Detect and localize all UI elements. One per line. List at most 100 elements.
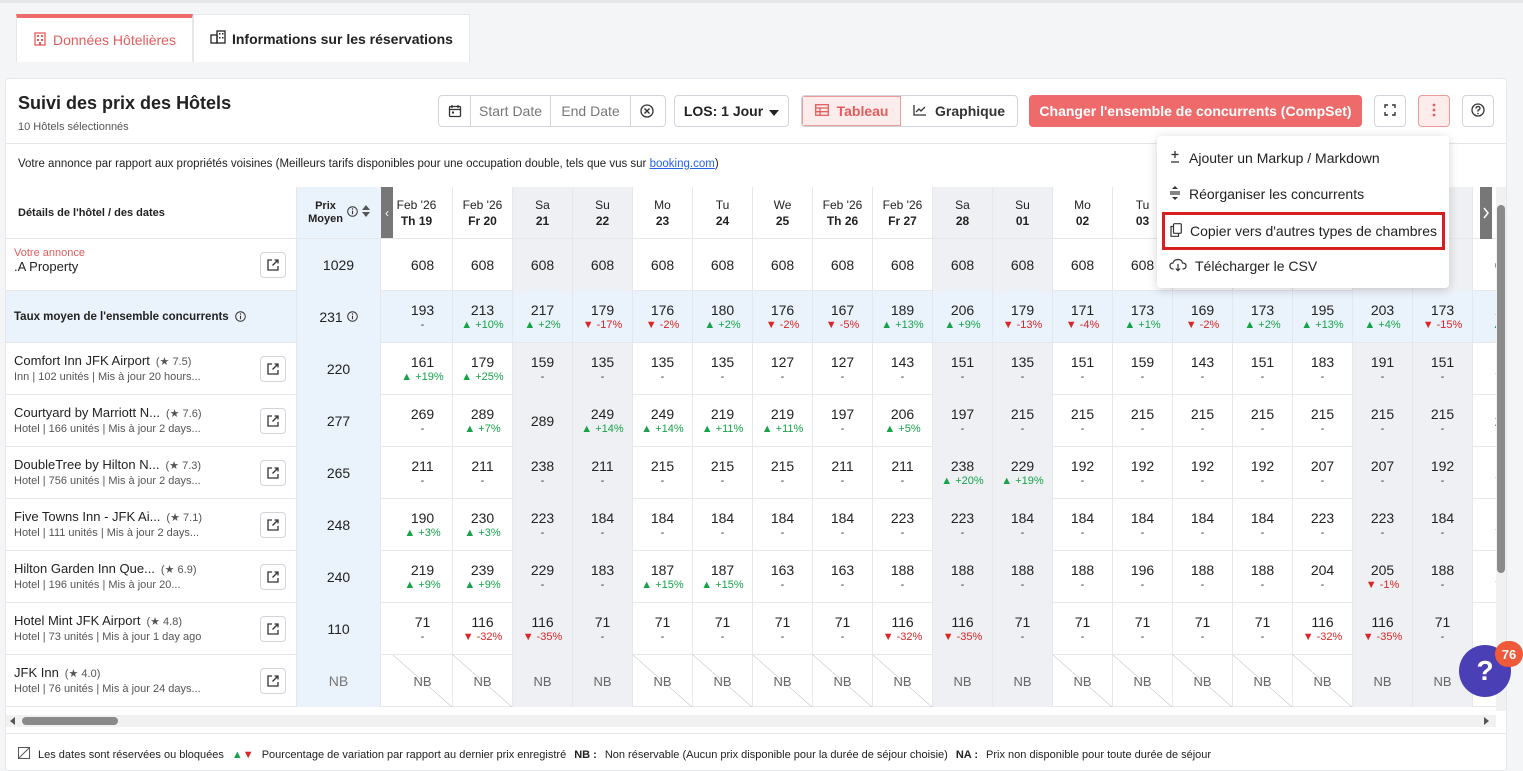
more-options-button[interactable] [1418,95,1450,127]
price-cell[interactable]: 215- [1353,395,1413,447]
horizontal-scrollbar[interactable] [6,715,1496,727]
price-cell[interactable]: 179 ▲ +25% [453,343,513,395]
external-link-icon[interactable] [260,668,286,694]
price-cell[interactable]: 608 [573,239,633,291]
price-cell[interactable]: 184- [813,499,873,551]
price-cell[interactable]: NB [573,655,633,707]
price-cell[interactable]: 184- [993,499,1053,551]
price-cell[interactable]: NB [453,655,513,707]
price-cell[interactable]: 184- [1113,499,1173,551]
price-cell[interactable]: 71- [993,603,1053,655]
price-cell[interactable]: 183- [573,551,633,603]
price-cell[interactable]: NB [1293,655,1353,707]
tab-hotel-data[interactable]: Données Hôtelières [16,14,193,62]
price-cell[interactable]: 184- [1413,499,1473,551]
avg-price-header[interactable]: Prix Moyen [297,187,381,239]
price-cell[interactable]: 193- [393,291,453,343]
price-cell[interactable]: 608 [453,239,513,291]
price-cell[interactable]: 219 ▲ +9% [393,551,453,603]
price-cell[interactable]: NB [813,655,873,707]
price-cell[interactable]: 116 ▼ -35% [513,603,573,655]
hotel-name[interactable]: DoubleTree by Hilton N... [14,457,160,472]
price-cell[interactable]: 249 ▲ +14% [633,395,693,447]
external-link-icon[interactable] [260,460,286,486]
price-cell[interactable]: 135- [573,343,633,395]
price-cell[interactable]: 608 [873,239,933,291]
calendar-icon[interactable] [439,96,471,126]
price-cell[interactable]: 188- [1413,551,1473,603]
price-cell[interactable]: 71- [813,603,873,655]
external-link-icon[interactable] [260,564,286,590]
price-cell[interactable]: 215- [1413,395,1473,447]
horizontal-scroll-thumb[interactable] [22,717,118,725]
price-cell[interactable]: 192- [1113,447,1173,499]
price-cell[interactable]: 135- [633,343,693,395]
price-cell[interactable]: 608 [933,239,993,291]
price-cell[interactable]: 608 [693,239,753,291]
price-cell[interactable]: 169 ▼ -2% [1173,291,1233,343]
price-cell[interactable]: 223- [873,499,933,551]
price-cell[interactable]: 289 [513,395,573,447]
price-cell[interactable]: 608 [393,239,453,291]
chart-view-button[interactable]: Graphique [901,96,1017,126]
tab-reservations[interactable]: Informations sur les réservations [192,14,470,62]
price-cell[interactable]: 211- [573,447,633,499]
external-link-icon[interactable] [260,616,286,642]
price-cell[interactable]: 207- [1353,447,1413,499]
external-link-icon[interactable] [260,512,286,538]
price-cell[interactable]: 163- [813,551,873,603]
price-cell[interactable]: 184- [1233,499,1293,551]
menu-item-reorder[interactable]: Réorganiser les concurrents [1167,177,1441,211]
price-cell[interactable]: 188- [933,551,993,603]
price-cell[interactable]: NB [393,655,453,707]
price-cell[interactable]: 223- [933,499,993,551]
price-cell[interactable]: 206 ▲ +5% [873,395,933,447]
price-cell[interactable]: 219 ▲ +11% [753,395,813,447]
price-cell[interactable]: NB [753,655,813,707]
price-cell[interactable]: 127- [753,343,813,395]
price-cell[interactable]: NB [1053,655,1113,707]
price-cell[interactable]: 211- [453,447,513,499]
price-cell[interactable]: 71- [633,603,693,655]
price-cell[interactable]: 213 ▲ +10% [453,291,513,343]
menu-item-copy-room-types[interactable]: Copier vers d'autres types de chambres [1162,212,1445,250]
vertical-scroll-thumb[interactable] [1497,205,1505,573]
price-cell[interactable]: 203 ▲ +4% [1353,291,1413,343]
price-cell[interactable]: 173 ▲ +2% [1233,291,1293,343]
scroll-right-arrow[interactable] [1480,187,1492,239]
price-cell[interactable]: 215- [1113,395,1173,447]
price-cell[interactable]: 188- [1053,551,1113,603]
price-cell[interactable]: 116 ▼ -32% [1293,603,1353,655]
price-cell[interactable]: 217 ▲ +2% [513,291,573,343]
price-cell[interactable]: 163- [753,551,813,603]
price-cell[interactable]: 608 [753,239,813,291]
price-cell[interactable]: 188- [1173,551,1233,603]
price-cell[interactable]: 183- [1293,343,1353,395]
sort-icon[interactable] [361,205,370,220]
price-cell[interactable]: 180 ▲ +2% [693,291,753,343]
price-cell[interactable]: NB [1173,655,1233,707]
price-cell[interactable]: 188- [993,551,1053,603]
price-cell[interactable]: 176 ▼ -2% [633,291,693,343]
price-cell[interactable]: NB [873,655,933,707]
price-cell[interactable]: 192- [1053,447,1113,499]
price-cell[interactable]: 238 ▲ +20% [933,447,993,499]
price-cell[interactable]: 71- [1233,603,1293,655]
price-cell[interactable]: 608 [633,239,693,291]
scroll-right-small-icon[interactable] [1482,717,1490,725]
price-cell[interactable]: 215- [1053,395,1113,447]
price-cell[interactable]: NB [1113,655,1173,707]
hotel-name[interactable]: Comfort Inn JFK Airport [14,353,150,368]
price-cell[interactable]: 143- [873,343,933,395]
table-view-button[interactable]: Tableau [802,96,902,126]
price-cell[interactable]: 223- [1353,499,1413,551]
price-cell[interactable]: 71- [693,603,753,655]
price-cell[interactable]: 219 ▲ +11% [693,395,753,447]
price-cell[interactable]: 71- [1173,603,1233,655]
price-cell[interactable]: 173 ▲ +1% [1113,291,1173,343]
vertical-scrollbar[interactable] [1496,187,1506,711]
price-cell[interactable]: 151- [933,343,993,395]
price-cell[interactable]: 215- [693,447,753,499]
price-cell[interactable]: 204- [1293,551,1353,603]
price-cell[interactable]: 184- [693,499,753,551]
